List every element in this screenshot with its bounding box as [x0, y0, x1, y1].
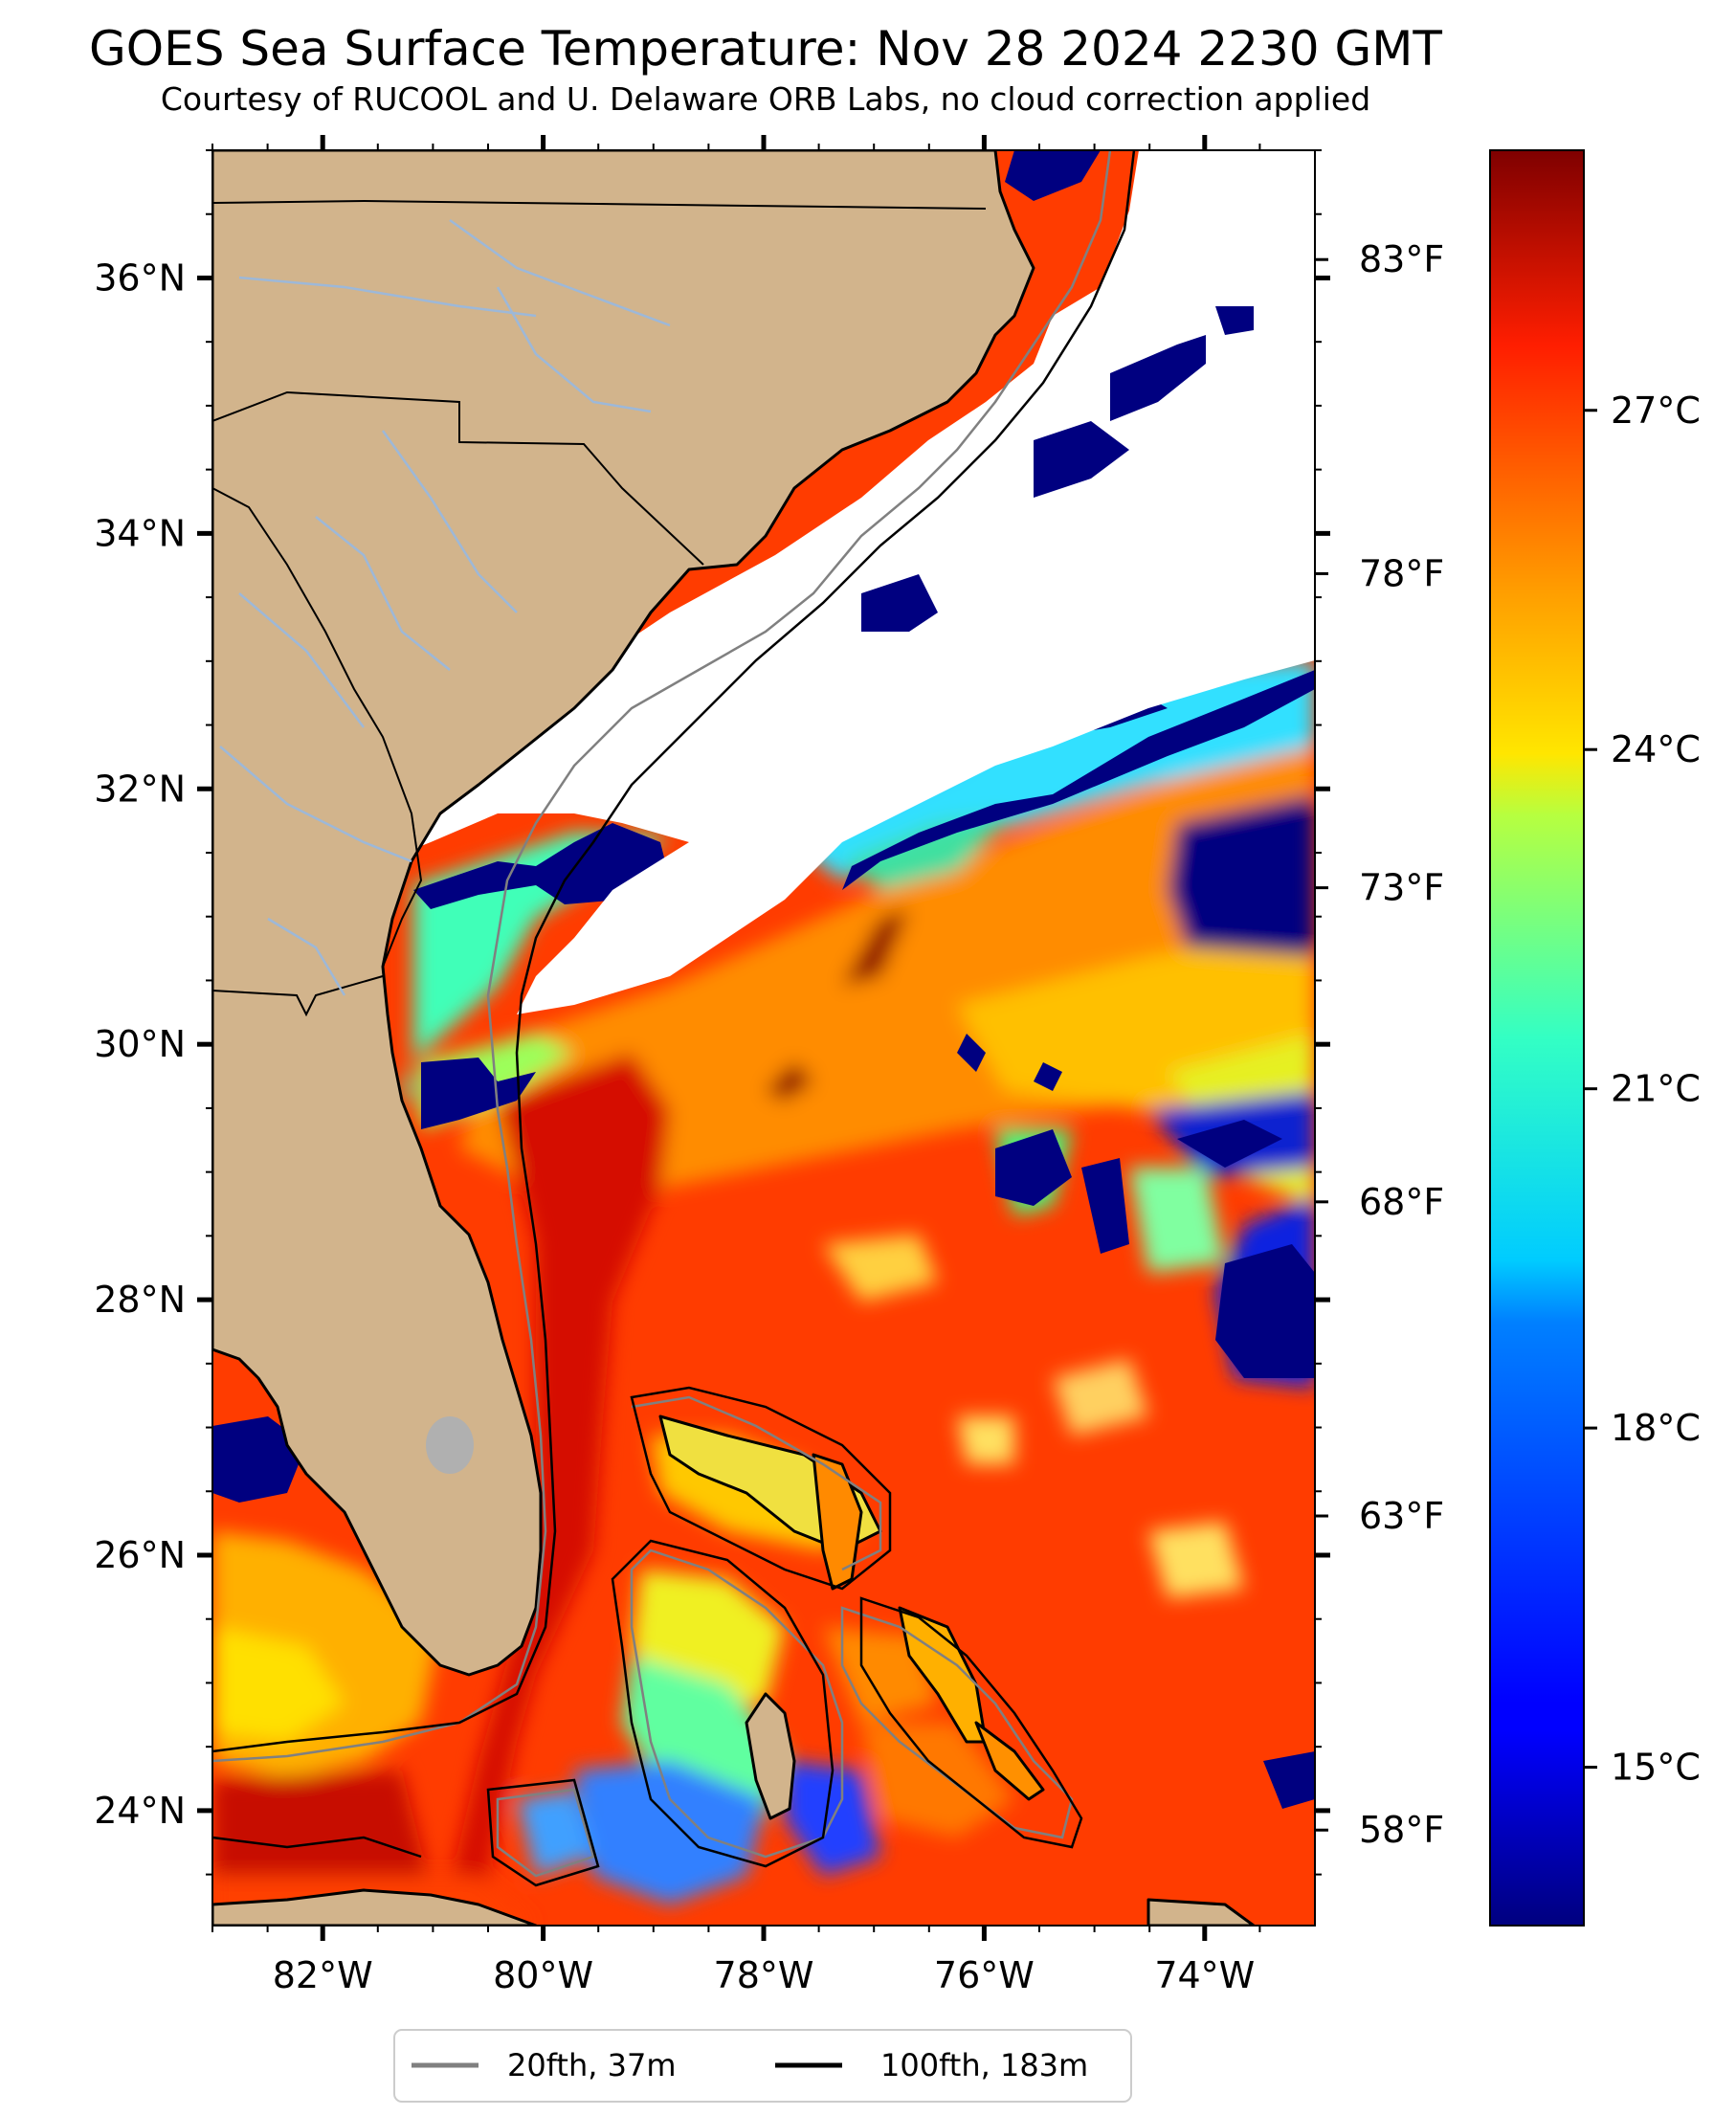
lon-tick-label: 78°W	[714, 1954, 814, 1996]
land-cuba	[212, 1888, 538, 1926]
coastline-south	[212, 1836, 422, 1859]
legend-label: 100fth, 183m	[880, 2047, 1088, 2083]
map-axis-ticks	[197, 135, 1330, 1941]
map-subtitle: Courtesy of RUCOOL and U. Delaware ORB L…	[160, 80, 1371, 118]
celsius-tick-label: 21°C	[1611, 1068, 1701, 1110]
state-borders	[212, 199, 987, 1017]
lat-tick-label: 34°N	[94, 512, 186, 554]
sst-map	[212, 150, 1315, 1926]
fahrenheit-tick-label: 63°F	[1359, 1495, 1444, 1537]
lake-okeechobee	[426, 1416, 474, 1474]
lon-tick-label: 80°W	[493, 1954, 593, 1996]
lat-tick-label: 28°N	[94, 1279, 186, 1321]
land-us-southeast	[212, 150, 1035, 1677]
cloud-areas	[383, 150, 1315, 1014]
isobath-100fth	[212, 150, 1136, 1887]
colorbar-fahrenheit-axis: 58°F 63°F 68°F 73°F 78°F 83°F	[1315, 238, 1444, 1851]
land-abaco	[812, 1453, 863, 1591]
land-exuma	[974, 1721, 1045, 1801]
colorbar-gradient	[1489, 149, 1585, 1927]
celsius-tick-label: 27°C	[1611, 390, 1701, 432]
map-title: GOES Sea Surface Temperature: Nov 28 202…	[89, 21, 1442, 77]
land-andros	[745, 1692, 796, 1820]
legend-box	[393, 2029, 1132, 2103]
colorbar: 58°F 63°F 68°F 73°F 78°F 83°F 15°C 18°C 21°C 24°…	[1315, 149, 1701, 1927]
land-cuba-east	[1146, 1898, 1256, 1926]
legend-label: 20fth, 37m	[507, 2047, 676, 2083]
lat-tick-label: 24°N	[94, 1790, 186, 1832]
legend: 20fth, 37m 100fth, 183m	[393, 2029, 1132, 2103]
isobath-20fth	[212, 150, 1112, 1878]
map-axis-tick-labels: 82°W 80°W 78°W 76°W 74°W 24°N 26°N 28°N 30°N 32°N…	[94, 256, 1255, 1996]
lon-tick-label: 74°W	[1154, 1954, 1255, 1996]
lon-tick-label: 76°W	[934, 1954, 1035, 1996]
fahrenheit-tick-label: 58°F	[1359, 1809, 1444, 1851]
celsius-tick-label: 24°C	[1611, 728, 1701, 770]
fahrenheit-tick-label: 78°F	[1359, 552, 1444, 594]
celsius-tick-label: 15°C	[1611, 1747, 1701, 1789]
fahrenheit-tick-label: 83°F	[1359, 238, 1444, 280]
colorbar-celsius-axis: 15°C 18°C 21°C 24°C 27°C	[1584, 390, 1701, 1789]
lon-tick-label: 82°W	[273, 1954, 373, 1996]
fahrenheit-tick-label: 73°F	[1359, 867, 1444, 909]
lat-tick-label: 32°N	[94, 768, 186, 810]
cloud-cold-patches	[861, 150, 1254, 632]
lat-tick-label: 30°N	[94, 1023, 186, 1065]
fahrenheit-tick-label: 68°F	[1359, 1181, 1444, 1223]
lat-tick-label: 36°N	[94, 256, 186, 299]
celsius-tick-label: 18°C	[1611, 1407, 1701, 1449]
lat-tick-label: 26°N	[94, 1534, 186, 1576]
rivers	[219, 218, 671, 996]
